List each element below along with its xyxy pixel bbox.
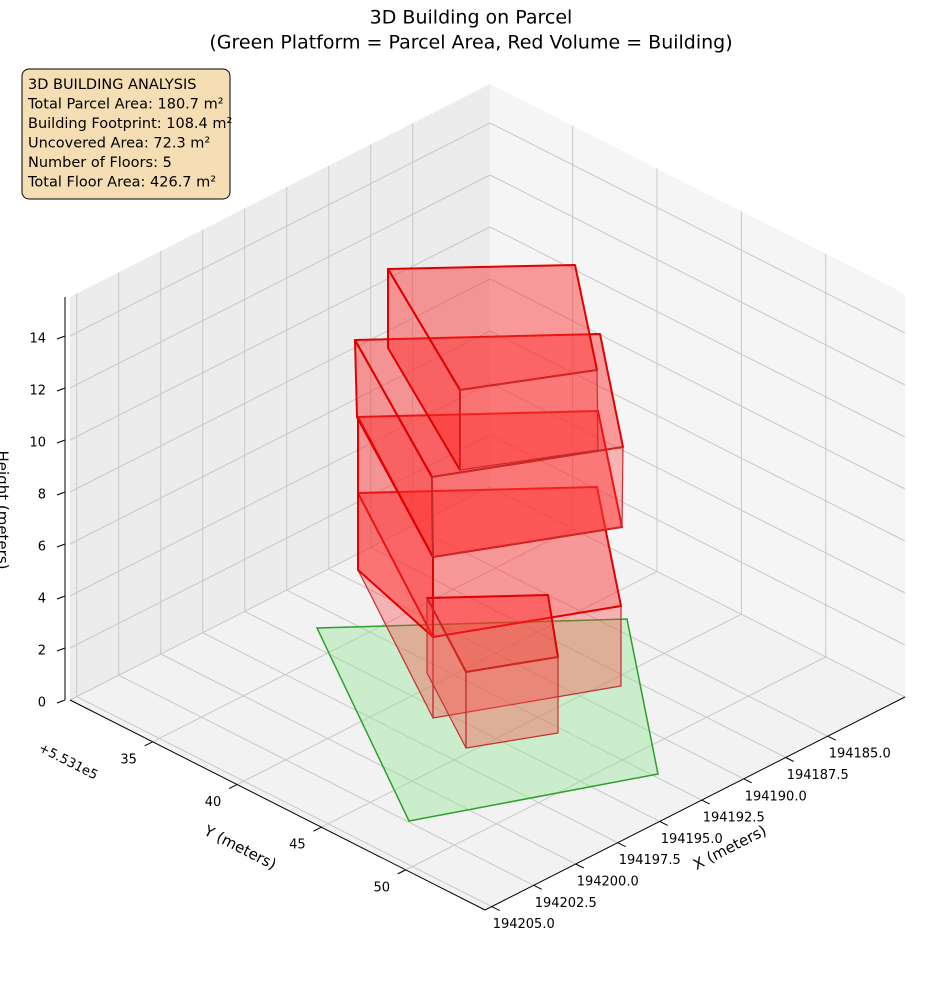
grid-line: [489, 278, 906, 490]
grid-line: [328, 568, 744, 780]
x-tick-label: 194190.0: [745, 789, 807, 804]
grid-line: [412, 525, 828, 737]
x-tick: [575, 863, 584, 869]
z-axis-label: Height (meters): [0, 451, 12, 570]
z-tick-label: 2: [38, 644, 46, 659]
z-tick-label: 8: [38, 488, 46, 503]
grid-line: [321, 613, 742, 828]
grid-line: [489, 434, 906, 646]
z-tick: [56, 387, 66, 392]
x-tick-label: 194202.5: [535, 896, 597, 911]
x-tick: [533, 884, 542, 890]
info-line: Uncovered Area: 72.3 m²: [28, 136, 210, 152]
x-tick-label: 194185.0: [829, 747, 891, 762]
y-axis-line: [69, 699, 486, 911]
x-tick: [701, 799, 710, 805]
z-tick-label: 12: [29, 384, 46, 399]
grid-line: [69, 382, 491, 597]
grid-line: [370, 547, 786, 758]
z-tick-label: 0: [38, 696, 46, 711]
x-tick: [743, 778, 752, 784]
y-tick: [397, 869, 406, 875]
y-axis-label: Y (meters): [200, 821, 279, 873]
y-tick: [228, 784, 238, 789]
y-tick-label: 40: [205, 795, 222, 810]
y-tick-label: 35: [120, 752, 137, 767]
grid-line: [69, 278, 491, 493]
building-face: [465, 656, 559, 749]
axes-panes: [69, 84, 906, 910]
grid-line: [489, 174, 906, 386]
x-tick-label: 194192.5: [703, 811, 765, 826]
chart-subtitle: (Green Platform = Parcel Area, Red Volum…: [209, 32, 732, 54]
z-tick-label: 6: [38, 540, 46, 555]
info-line: Building Footprint: 108.4 m²: [28, 116, 232, 132]
x-axis-label: X (meters): [690, 821, 769, 873]
x-tick-label: 194197.5: [619, 853, 681, 868]
y-tick-label: 45: [289, 838, 306, 853]
grid-line: [236, 571, 658, 785]
building-face: [459, 369, 599, 471]
grid-line: [405, 656, 826, 871]
z-tick: [56, 647, 66, 652]
info-line: 3D BUILDING ANALYSIS: [28, 77, 196, 93]
x-tick: [617, 842, 626, 848]
grid-line: [69, 330, 491, 545]
grid-line: [286, 589, 702, 801]
info-line: Total Parcel Area: 180.7 m²: [27, 97, 224, 113]
side-pane: [490, 84, 905, 697]
x-tick-label: 194187.5: [787, 768, 849, 783]
z-tick: [56, 543, 66, 548]
building: [315, 264, 659, 822]
info-box: [21, 68, 231, 200]
z-tick-label: 4: [38, 592, 46, 607]
grid-line: [69, 434, 491, 649]
axes: 194185.0 194187.5 194190.0 194192.5 194195.0…: [29, 297, 906, 932]
z-tick: [56, 595, 66, 600]
z-tick: [56, 491, 66, 496]
grid-line: [69, 174, 491, 389]
back-pane: [70, 84, 490, 700]
floor-slab: [357, 486, 622, 638]
x-tick-label: 194205.0: [493, 917, 555, 932]
floor-pane: [70, 487, 905, 910]
grid-line: [69, 486, 491, 701]
grid-line: [152, 528, 573, 743]
grid-line: [489, 330, 906, 542]
grid-line: [489, 226, 906, 438]
grid-line: [489, 486, 906, 698]
info-line: Total Floor Area: 426.7 m²: [27, 175, 216, 191]
info-lines: 3D BUILDING ANALYSIS Total Parcel Area: 1…: [27, 77, 232, 191]
y-offset-label: +5.531e5: [36, 741, 100, 784]
x-tick: [491, 906, 500, 912]
x-tick: [827, 735, 836, 741]
z-tick: [56, 439, 66, 444]
grid-line: [489, 122, 906, 334]
z-tick-label: 10: [29, 436, 46, 451]
x-tick: [659, 820, 668, 826]
z-tick: [56, 699, 66, 704]
grid-line: [118, 674, 534, 886]
y-tick: [144, 741, 153, 747]
grid-line: [202, 632, 618, 844]
x-tick-label: 194200.0: [577, 874, 639, 889]
grid-line: [69, 226, 491, 441]
x-tick-label: 194195.0: [661, 832, 723, 847]
grid-line: [69, 122, 491, 337]
x-tick: [785, 757, 794, 762]
info-line: Number of Floors: 5: [28, 155, 172, 171]
y-tick-label: 50: [373, 880, 390, 895]
grid-line: [160, 653, 576, 865]
grid-line: [489, 382, 906, 594]
building-face: [431, 446, 624, 558]
z-tick: [56, 335, 66, 340]
chart-title: 3D Building on Parcel: [370, 7, 573, 29]
grid-line: [76, 696, 492, 908]
x-axis-line: [484, 696, 906, 911]
z-tick-label: 14: [29, 332, 46, 347]
y-tick: [313, 826, 322, 832]
